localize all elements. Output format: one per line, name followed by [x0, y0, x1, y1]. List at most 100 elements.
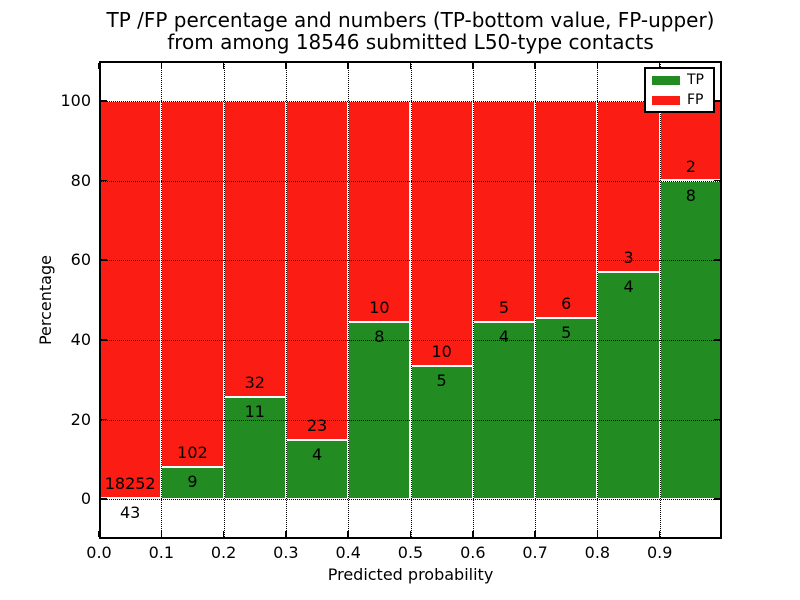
- bar-count-label-tp: 5: [436, 371, 447, 391]
- axis-tick: [714, 259, 720, 261]
- axis-tick: [98, 63, 100, 69]
- bar-count-label-tp: 9: [187, 471, 198, 491]
- bar-count-label-fp: 10: [369, 298, 390, 318]
- bar-count-label-fp: 5: [498, 298, 510, 318]
- grid-line-y: [99, 180, 722, 182]
- grid-line-x: [223, 61, 225, 539]
- chart-title-line2: from among 18546 submitted L50-type cont…: [167, 30, 654, 54]
- axis-tick: [534, 531, 536, 537]
- axis-tick: [714, 179, 720, 182]
- bar-count-label-tp: 4: [498, 327, 510, 347]
- bar-segment-fp: [472, 100, 536, 323]
- bar-segment-tp: [472, 322, 536, 500]
- grid-line-x: [535, 61, 537, 539]
- axis-tick: [714, 418, 720, 421]
- axis-tick: [714, 339, 720, 341]
- grid-line-x: [597, 61, 599, 539]
- y-tick-label: 0: [80, 489, 91, 509]
- axis-tick: [714, 100, 720, 102]
- bar-count-label-fp: 18252: [104, 474, 156, 494]
- legend-label-fp: FP: [687, 92, 704, 108]
- y-tick-label: 20: [70, 409, 91, 429]
- grid-line-x: [472, 61, 474, 539]
- chart-title-line1: TP /FP percentage and numbers (TP-bottom…: [106, 8, 715, 32]
- y-tick-label: 60: [70, 250, 91, 270]
- legend-swatch-fp-icon: [652, 95, 680, 105]
- legend-swatch-tp-icon: [652, 75, 680, 85]
- bar-segment-tp: [597, 271, 660, 500]
- axis-tick: [658, 531, 661, 537]
- x-tick-label: 0.5: [397, 543, 424, 562]
- x-tick-label: 0.8: [584, 543, 611, 562]
- bar-segment-tp: [535, 318, 598, 500]
- bar-count-label-tp: 8: [374, 327, 385, 347]
- bar-segment-fp: [161, 100, 224, 467]
- legend-label-tp: TP: [687, 72, 704, 88]
- chart-title: TP /FP percentage and numbers (TP-bottom…: [99, 9, 722, 53]
- x-tick-label: 0.6: [460, 543, 486, 562]
- axis-tick: [285, 531, 287, 537]
- grid-line-x: [348, 61, 350, 539]
- bar-segment-fp: [99, 100, 162, 499]
- grid-line-y: [99, 100, 722, 102]
- axis-tick: [409, 531, 412, 537]
- axis-tick: [347, 531, 349, 537]
- axis-tick: [472, 531, 474, 537]
- legend: TP FP: [644, 67, 715, 113]
- axis-tick: [101, 100, 107, 102]
- bar-count-label-tp: 8: [685, 185, 696, 205]
- grid-line-x: [285, 61, 287, 539]
- grid-line-x: [410, 61, 412, 539]
- legend-entry-fp: FP: [652, 93, 707, 107]
- plot-area: 18252 43 102 9 32 11 23 4 10 8 10 5 5 4 6 5 3 4 2 8: [98, 61, 722, 539]
- legend-entry-tp: TP: [652, 73, 707, 87]
- grid-line-x: [161, 61, 163, 539]
- axis-tick: [98, 531, 100, 537]
- axis-tick: [347, 63, 349, 69]
- bar-count-label-tp: 4: [311, 445, 323, 465]
- bar-count-label-fp: 6: [561, 294, 572, 314]
- axis-tick: [101, 498, 107, 500]
- x-axis-label: Predicted probability: [327, 565, 494, 584]
- axis-tick: [101, 339, 107, 341]
- grid-line-y: [99, 419, 722, 421]
- bar-segment-tp: [223, 397, 286, 500]
- x-tick-label: 0.1: [148, 543, 175, 562]
- x-tick-label: 0.9: [646, 543, 673, 562]
- axis-tick: [472, 63, 474, 69]
- axis-tick: [409, 63, 412, 69]
- bar-segment-fp: [285, 100, 349, 441]
- y-tick-label: 80: [70, 170, 91, 190]
- bar-count-label-fp: 23: [306, 416, 328, 436]
- axis-tick: [534, 63, 536, 69]
- grid-line-y: [99, 339, 722, 341]
- bar-count-label-tp: 43: [119, 503, 141, 523]
- bar-count-label-tp: 4: [623, 276, 634, 296]
- bar-segment-fp: [410, 100, 473, 367]
- axis-tick: [285, 63, 287, 69]
- bar-count-label-fp: 2: [685, 156, 696, 176]
- y-tick-label: 100: [60, 90, 91, 110]
- axis-tick: [160, 63, 163, 69]
- axis-tick: [596, 531, 599, 537]
- grid-line-y: [99, 260, 722, 262]
- x-tick-label: 0.3: [273, 543, 299, 562]
- axis-tick: [222, 63, 225, 69]
- bar-count-label-fp: 32: [244, 373, 265, 393]
- bar-count-label-fp: 102: [177, 442, 208, 462]
- axis-tick: [160, 531, 163, 537]
- bar-segment-tp: [161, 466, 224, 500]
- x-tick-label: 0.0: [86, 543, 112, 562]
- bar-segment-fp: [223, 100, 286, 398]
- bar-count-label-fp: 3: [623, 247, 634, 267]
- axis-tick: [101, 259, 107, 261]
- bar-count-label-tp: 5: [561, 323, 572, 343]
- axis-tick: [101, 418, 107, 421]
- x-tick-label: 0.2: [210, 543, 237, 562]
- axis-tick: [222, 531, 225, 537]
- grid-line-y: [99, 499, 722, 501]
- x-tick-label: 0.4: [335, 543, 361, 562]
- bar-segment-fp: [348, 100, 411, 323]
- grid-line-x: [659, 61, 661, 539]
- x-tick-label: 0.7: [522, 543, 548, 562]
